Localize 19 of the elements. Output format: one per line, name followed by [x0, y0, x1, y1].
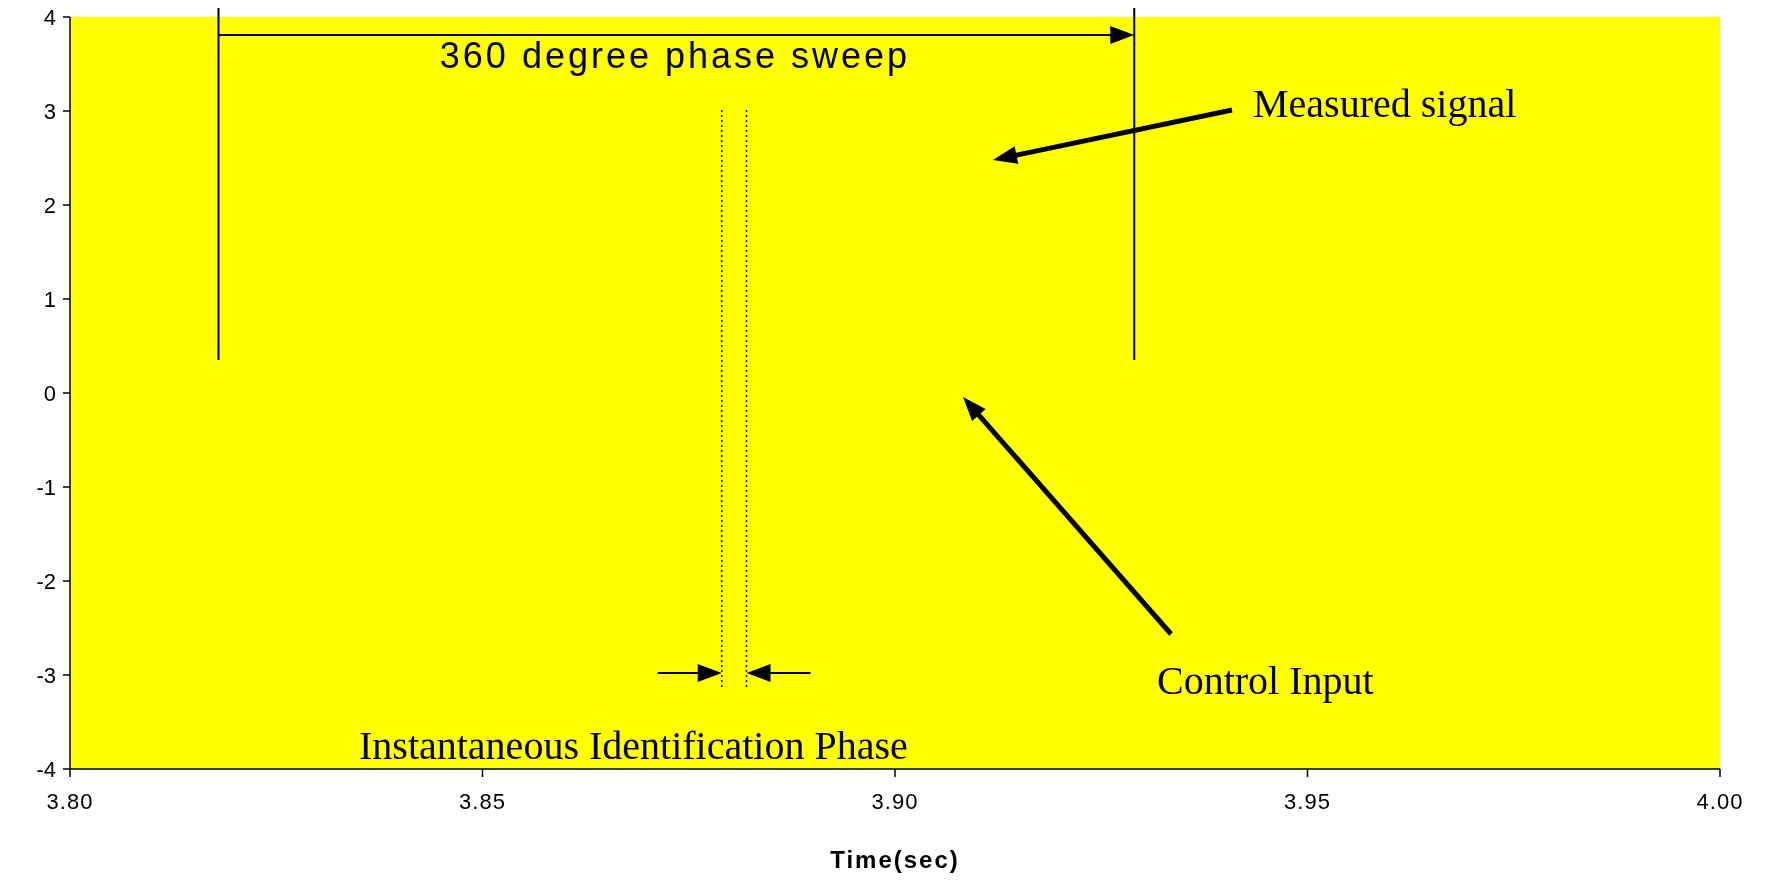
annotation: Instantaneous Identification Phase [359, 723, 908, 768]
y-tick-label: 4 [43, 4, 56, 30]
y-tick-label: -4 [36, 756, 56, 782]
y-tick-label: 1 [43, 286, 56, 312]
x-axis-title: Time(sec) [830, 846, 960, 873]
annotation: Control Input [1157, 658, 1374, 703]
y-tick-label: -3 [36, 662, 56, 688]
x-tick-label: 4.00 [1696, 789, 1744, 814]
x-tick-label: 3.95 [1284, 789, 1331, 814]
x-tick-label: 3.90 [871, 789, 919, 814]
y-tick-label: 0 [43, 380, 56, 406]
x-tick-label: 3.80 [46, 789, 94, 814]
y-tick-label: -1 [36, 474, 56, 500]
y-tick-label: 3 [43, 98, 56, 124]
y-tick-label: 2 [43, 192, 56, 218]
annotation: Measured signal [1253, 81, 1517, 126]
x-tick-label: 3.85 [459, 789, 506, 814]
annotation: 360 degree phase sweep [439, 35, 911, 76]
y-tick-label: -2 [36, 568, 56, 594]
